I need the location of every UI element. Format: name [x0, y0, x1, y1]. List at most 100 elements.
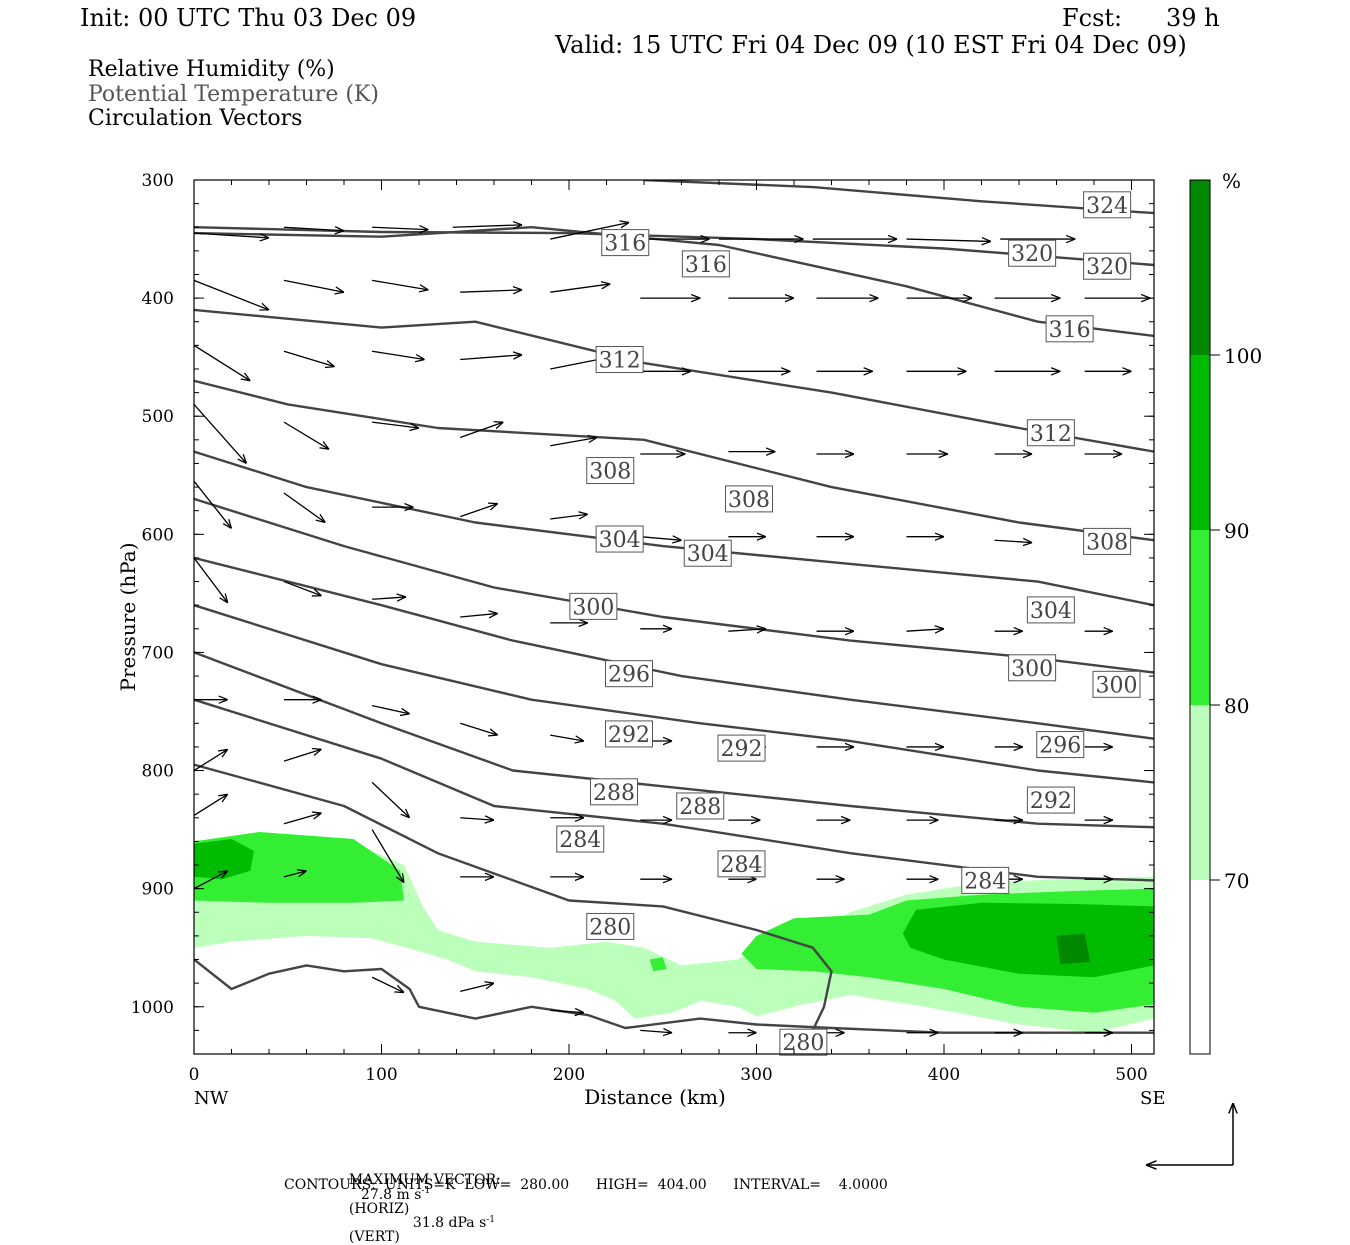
contour-label-296: 296: [608, 663, 650, 688]
contour-label-304: 304: [687, 542, 729, 567]
forecast-label: Fcst:: [1062, 4, 1123, 32]
humidity-fill-layer: [194, 832, 1154, 1033]
circulation-vector: [372, 597, 406, 599]
y-tick-label: 800: [142, 762, 174, 782]
circulation-vector: [283, 421, 329, 449]
contour-label-box: [676, 792, 725, 820]
colorbar-band: [1190, 530, 1210, 705]
contour-label-304: 304: [599, 528, 641, 553]
contour-label-316: 316: [604, 232, 646, 257]
contour-label-280: 280: [589, 915, 631, 940]
y-tick-label: 600: [142, 525, 174, 545]
cross-section-chart: 324 320 320 316 316 316 312 312 308 308 308 304 304 3…: [116, 169, 1262, 1200]
contour-label-288: 288: [679, 795, 721, 820]
circulation-vector: [550, 514, 588, 520]
x-tick-label: 200: [553, 1065, 585, 1085]
circulation-vector: [371, 781, 410, 817]
contour-label-316: 316: [1049, 318, 1091, 343]
colorbar-frame: [1189, 179, 1211, 1055]
contour-label-324: 324: [1086, 194, 1128, 219]
contour-label-284: 284: [559, 828, 601, 853]
contour-label-box: [1008, 239, 1057, 267]
forecast-hour-value: 39 h: [1166, 4, 1220, 32]
valid-time-label: Valid: 15 UTC Fri 04 Dec 09 (10 EST Fri …: [555, 31, 1187, 59]
circulation-vector: [550, 1010, 584, 1012]
circulation-vector: [194, 403, 247, 463]
contour-label-304: 304: [1030, 599, 1072, 624]
contour-label-292: 292: [608, 723, 650, 748]
contour-label-292: 292: [1030, 789, 1072, 814]
theta-contour-284: [194, 698, 1154, 882]
contour-label-316: 316: [685, 253, 727, 278]
contour-label-box: [717, 734, 766, 762]
legend-circulation-vectors: Circulation Vectors: [88, 106, 303, 131]
circulation-vector: [283, 279, 344, 292]
contour-label-box: [1026, 786, 1075, 814]
contour-label-box: [595, 346, 644, 374]
plot-frame: [193, 179, 1155, 1055]
humidity-region-90-100: [194, 839, 254, 880]
circulation-vector: [371, 976, 404, 992]
contour-label-box: [1036, 731, 1085, 759]
y-axis-title: Pressure (hPa): [116, 543, 140, 692]
circulation-vector: [283, 871, 307, 878]
colorbar-level-label: 100: [1224, 344, 1262, 368]
circulation-vector: [640, 537, 681, 541]
contour-label-box: [1083, 527, 1132, 555]
circulation-vector: [372, 279, 428, 289]
footer-horiz-tag: (HORIZ): [348, 1200, 410, 1217]
contour-label-box: [725, 485, 773, 513]
circulation-vector: [283, 813, 322, 825]
contour-label-box: [586, 457, 635, 485]
colorbar-level-label: 80: [1224, 694, 1249, 718]
contour-label-box: [1092, 670, 1141, 698]
humidity-region-100+: [1056, 933, 1091, 965]
contour-label-300: 300: [1096, 673, 1138, 698]
circulation-vector: [194, 279, 269, 310]
contour-label-box: [961, 866, 1010, 894]
circulation-vector: [194, 232, 269, 238]
circulation-vector: [283, 580, 322, 596]
contour-label-box: [556, 825, 605, 853]
humidity-region-70-80: [194, 843, 1154, 1033]
circulation-vector: [460, 722, 498, 735]
contour-label-box: [586, 912, 635, 940]
theta-contour-280: [194, 763, 833, 1031]
circulation-vector: [994, 540, 1033, 542]
colorbar-band: [1190, 880, 1210, 1054]
reference-vector-icon: [1146, 1103, 1233, 1165]
circulation-vector: [372, 227, 428, 229]
contour-label-box: [717, 850, 766, 878]
circulation-vector: [283, 350, 335, 366]
circulation-vector: [194, 749, 228, 772]
x-tick-label: 0: [189, 1065, 200, 1085]
x-right-end-label: SE: [1140, 1088, 1165, 1109]
circulation-vector: [460, 983, 494, 993]
contour-label-312: 312: [1030, 422, 1072, 447]
x-tick-label: 300: [740, 1065, 772, 1085]
circulation-vector: [460, 290, 522, 292]
humidity-colorbar: 70 80 90 100: [1189, 179, 1262, 1055]
contour-label-300: 300: [572, 595, 614, 620]
x-tick-label: 400: [928, 1065, 960, 1085]
contour-label-284: 284: [721, 853, 763, 878]
theta-contour-304: [194, 450, 1154, 607]
circulation-vector: [283, 227, 344, 231]
circulation-vector: [371, 829, 404, 883]
y-tick-label: 900: [142, 880, 174, 900]
contour-label-box: [681, 250, 730, 278]
contour-label-box: [595, 525, 644, 553]
contour-label-layer: 324 320 320 316 316 316 312 312 308 308 308 304 304 3…: [556, 191, 1141, 1056]
footer-max-vector: MAXIMUM VECTOR: 27.8 m s-1 (HORIZ) 31.8 …: [340, 1159, 501, 1244]
contour-label-box: [590, 778, 638, 806]
contour-label-308: 308: [1086, 530, 1128, 555]
theta-contour-320: [194, 226, 1154, 267]
colorbar-unit-label: %: [1222, 169, 1241, 193]
contour-label-320: 320: [1011, 242, 1053, 267]
colorbar-band: [1190, 180, 1210, 355]
circulation-vector: [194, 794, 228, 816]
footer-max-horizontal: 27.8 m s: [360, 1186, 422, 1203]
contour-label-box: [1045, 315, 1094, 343]
contour-label-box: [1083, 252, 1132, 280]
humidity-region-80-90: [649, 957, 667, 972]
